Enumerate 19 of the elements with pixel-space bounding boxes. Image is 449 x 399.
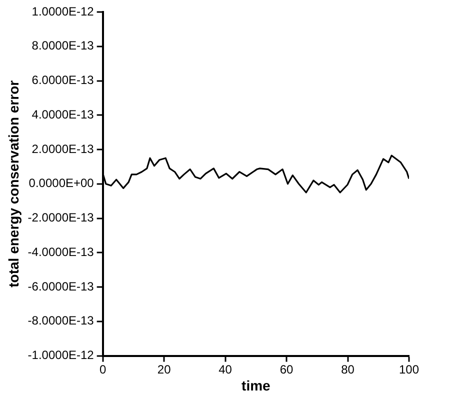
y-tick-label: 2.0000E-13 — [32, 142, 94, 156]
x-tick-label: 80 — [341, 362, 355, 376]
y-tick-label: 4.0000E-13 — [32, 107, 94, 122]
y-tick-label: 6.0000E-13 — [32, 73, 94, 88]
y-tick-label: -4.0000E-13 — [28, 244, 94, 259]
y-tick-label: -6.0000E-13 — [28, 279, 94, 294]
x-tick-label: 60 — [280, 362, 294, 376]
x-tick-label: 0 — [100, 362, 107, 376]
y-axis-title: total energy conservation error — [5, 80, 22, 288]
y-tick-label: -8.0000E-13 — [28, 314, 94, 328]
x-tick-label: 100 — [398, 362, 420, 376]
y-tick-label: -1.0000E-12 — [28, 348, 94, 362]
x-axis-title: time — [242, 377, 271, 394]
y-tick-label: 1.0000E-12 — [32, 4, 94, 18]
y-tick-label: 8.0000E-13 — [32, 38, 94, 53]
x-tick-label: 20 — [157, 362, 172, 376]
x-tick-label: 40 — [218, 362, 232, 376]
y-tick-label: -2.0000E-13 — [28, 210, 94, 225]
y-tick-label: 0.0000E+00 — [28, 176, 94, 190]
